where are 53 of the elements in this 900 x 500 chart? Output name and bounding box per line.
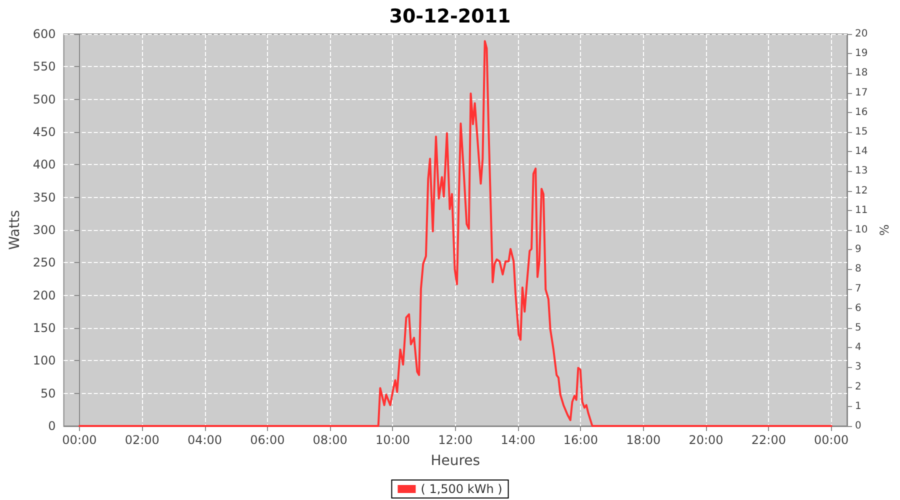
y2-tick-label: 7 (855, 283, 862, 294)
y2-tick-label: 10 (855, 224, 868, 236)
y-tick-label: 500 (32, 92, 56, 106)
y-tick-label: 150 (32, 321, 56, 335)
y2-tick-label: 17 (855, 87, 868, 98)
y2-axis-title: % (878, 224, 892, 236)
y2-tick-label: 3 (855, 362, 862, 373)
x-tick-label: 02:00 (124, 433, 160, 447)
y-tick-label: 350 (32, 190, 56, 204)
x-tick-label: 18:00 (626, 433, 661, 447)
y2-tick-label: 1 (855, 400, 862, 412)
y2-tick-label: 18 (855, 68, 868, 79)
chart-title: 30-12-2011 (389, 6, 511, 28)
y2-tick-label: 8 (855, 264, 862, 275)
y2-tick-label: 20 (855, 28, 868, 40)
y-axis-title: Watts (7, 210, 23, 250)
y2-tick-label: 4 (855, 342, 862, 354)
y-tick-label: 450 (32, 125, 56, 139)
y-tick-label: 50 (40, 386, 56, 400)
x-tick-label: 08:00 (312, 433, 348, 447)
y-tick-label: 400 (32, 158, 56, 172)
y2-tick-label: 6 (855, 302, 862, 314)
x-tick-label: 04:00 (187, 433, 222, 447)
y2-tick-label: 0 (855, 420, 862, 432)
x-axis-title: Heures (430, 453, 480, 469)
line-series (78, 40, 832, 427)
y2-tick-label: 12 (855, 185, 868, 196)
y-tick-label: 0 (48, 419, 56, 433)
y2-tick-label: 19 (855, 48, 868, 60)
x-tick-label: 00:00 (62, 433, 97, 447)
y-tick-label: 200 (32, 288, 56, 302)
y2-tick-label: 5 (855, 322, 862, 334)
legend-label: ( 1,500 kWh ) (420, 482, 502, 496)
x-tick-label: 16:00 (563, 433, 598, 447)
y-tick-label: 100 (32, 354, 56, 368)
y2-tick-label: 15 (855, 126, 868, 138)
y2-tick-label: 13 (855, 166, 868, 177)
y2-tick-label: 2 (855, 381, 862, 392)
y2-tick-label: 14 (855, 146, 868, 158)
y2-tick-label: 11 (855, 204, 868, 216)
y-tick-label: 550 (32, 60, 56, 74)
y2-tick-label: 9 (855, 244, 862, 256)
x-tick-label: 22:00 (751, 433, 786, 447)
x-tick-label: 14:00 (500, 433, 536, 447)
y-tick-label: 300 (32, 223, 56, 237)
x-tick-label: 12:00 (438, 433, 473, 447)
y-tick-label: 600 (32, 27, 56, 41)
y-tick-label: 250 (32, 256, 56, 270)
x-tick-label: 00:00 (814, 433, 849, 447)
x-tick-label: 10:00 (375, 433, 410, 447)
x-tick-label: 06:00 (250, 433, 285, 447)
y2-tick-label: 16 (855, 106, 868, 118)
x-tick-label: 20:00 (688, 433, 724, 447)
